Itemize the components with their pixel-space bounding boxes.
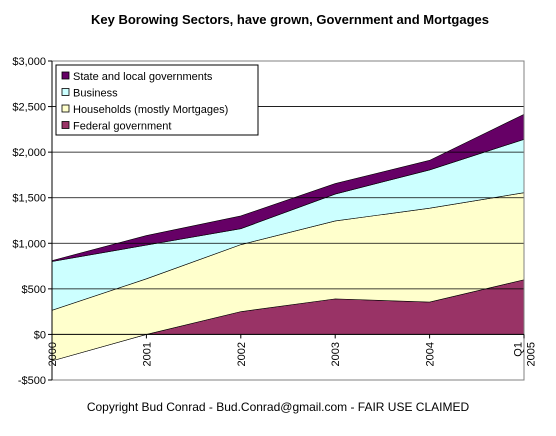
legend-swatch — [61, 71, 70, 80]
legend-item: Federal government — [61, 121, 171, 133]
chart-footer: Copyright Bud Conrad - Bud.Conrad@gmail.… — [87, 400, 470, 414]
x-axis-tick-labels: 2000 2001 2002 2003 2004 Q1 2005 — [47, 342, 538, 366]
y-tick-label: $1,500 — [12, 193, 46, 205]
y-tick-label: $2,000 — [12, 147, 46, 159]
series-areas — [51, 113, 525, 362]
x-tick-label-line: 2005 — [526, 342, 538, 366]
y-tick-label: $3,000 — [12, 56, 46, 68]
legend: State and local governments Business House… — [55, 64, 259, 136]
x-tick-label-line: 2002 — [236, 342, 248, 366]
legend-box — [55, 64, 259, 136]
legend-item: Households (mostly Mortgages) — [61, 104, 228, 116]
legend-label: Business — [73, 88, 118, 100]
x-tick-label: 2002 — [236, 342, 248, 366]
x-tick-label-line: 2003 — [330, 342, 342, 366]
x-tick-label-line: Q1 — [513, 342, 525, 357]
legend-item: Business — [61, 88, 118, 100]
x-tick-label-line: 2004 — [425, 342, 437, 366]
y-axis-tick-labels: -$500 $0 $500 $1,000 $1,500 $2,000 $2,500 $3,00… — [12, 56, 46, 387]
y-tick-label: $1,000 — [12, 238, 46, 250]
y-tick-label: $500 — [22, 284, 46, 296]
y-tick-label: $2,500 — [12, 102, 46, 114]
x-tick-label: 2003 — [330, 342, 342, 366]
y-tick-label: -$500 — [18, 375, 46, 387]
legend-label: Households (mostly Mortgages) — [73, 104, 228, 116]
x-tick-label: 2000 — [47, 342, 59, 366]
x-tick-label: Q1 2005 — [513, 342, 538, 366]
legend-label: Federal government — [73, 121, 171, 133]
x-tick-label-line: 2001 — [141, 342, 153, 366]
legend-swatch — [61, 104, 70, 113]
legend-label: State and local governments — [73, 71, 213, 83]
legend-item: State and local governments — [61, 71, 213, 83]
x-tick-label: 2004 — [425, 342, 437, 366]
legend-swatch — [61, 121, 70, 129]
chart-title: Key Borowing Sectors, have grown, Govern… — [91, 12, 489, 27]
x-tick-label-line: 2000 — [47, 342, 59, 366]
y-tick-label: $0 — [34, 329, 46, 341]
legend-swatch — [61, 88, 70, 96]
x-tick-label: 2001 — [141, 342, 153, 366]
